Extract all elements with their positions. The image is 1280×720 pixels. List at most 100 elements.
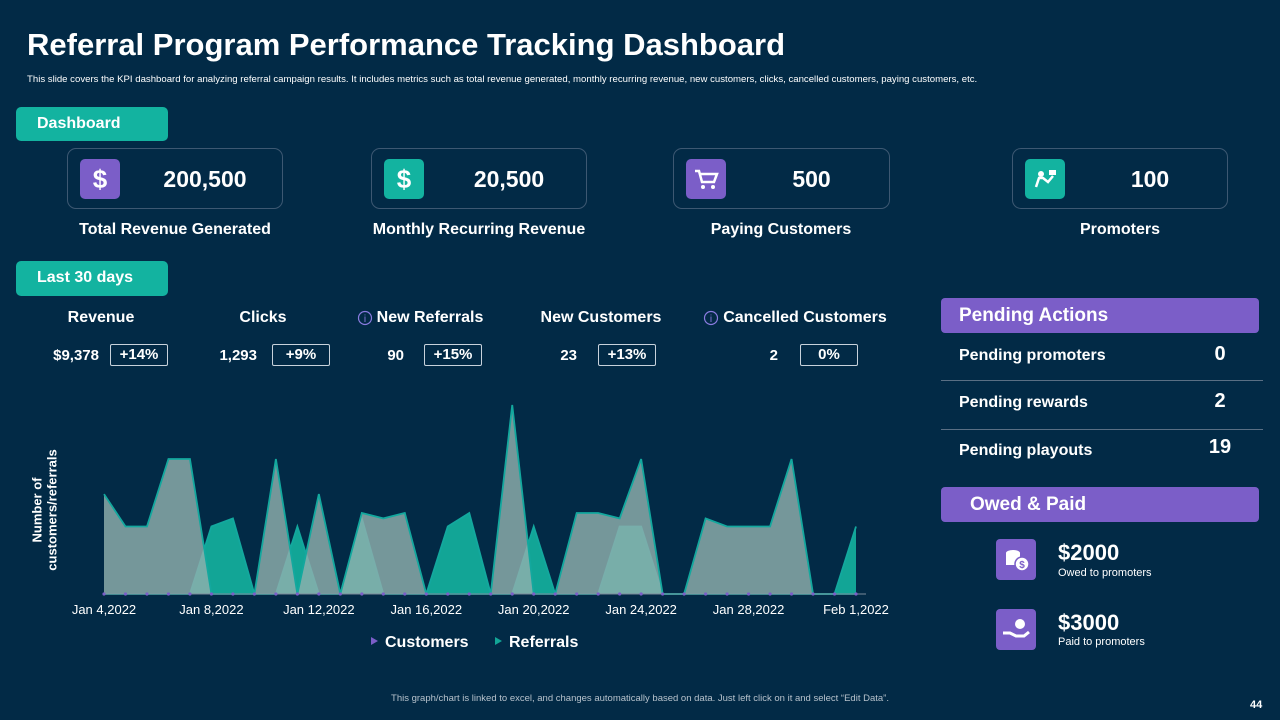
area <box>104 405 856 594</box>
dollar-icon: $ <box>384 159 424 199</box>
metric-value: $9,378 <box>53 347 99 364</box>
point-dot <box>123 592 128 596</box>
point-dot <box>145 592 149 596</box>
kpi-card: 100 <box>1012 148 1228 209</box>
svg-text:i: i <box>710 314 712 325</box>
hand-icon <box>996 609 1036 650</box>
x-tick-label: Feb 1,2022 <box>823 602 889 617</box>
pending-row: Pending promoters 0 <box>941 335 1263 381</box>
info-icon: i <box>703 310 719 326</box>
point-dot <box>639 592 643 596</box>
point-dot <box>188 592 192 596</box>
kpi-value: 20,500 <box>473 166 545 192</box>
point-dot <box>295 592 299 596</box>
pending-value: 2 <box>1214 390 1226 412</box>
point-dot <box>403 592 407 596</box>
point-dot <box>467 592 471 596</box>
pending-row: Pending playouts 19 <box>941 428 1263 474</box>
paid-caption: Paid to promoters <box>1058 636 1145 648</box>
point-dot <box>381 592 385 596</box>
coins-icon: $ <box>996 539 1036 580</box>
cart-icon <box>686 159 726 199</box>
dashboard-pill: Dashboard <box>16 107 168 141</box>
metric-value: 1,293 <box>219 347 257 364</box>
promoter-icon <box>1025 159 1065 199</box>
footer-note: This graph/chart is linked to excel, and… <box>391 693 889 704</box>
point-dot <box>746 592 751 596</box>
point-dot <box>252 592 256 596</box>
legend-label: Customers <box>385 634 469 651</box>
metric-value: 23 <box>560 347 577 364</box>
point-dot <box>166 592 171 596</box>
kpi-value: 100 <box>1130 166 1170 192</box>
point-dot <box>575 592 579 596</box>
period-pill: Last 30 days <box>16 261 168 296</box>
paid-amount: $3000 <box>1058 610 1120 635</box>
legend-label: Referrals <box>509 634 578 651</box>
svg-text:$: $ <box>1019 560 1025 571</box>
metric-value: 2 <box>769 347 778 364</box>
point-dot <box>854 592 858 596</box>
x-tick-label: Jan 4,2022 <box>72 602 136 617</box>
svg-text:i: i <box>364 314 366 325</box>
x-tick-label: Jan 12,2022 <box>283 602 355 617</box>
point-dot <box>661 592 665 596</box>
x-tick-label: Jan 28,2022 <box>713 602 785 617</box>
point-dot <box>489 592 493 596</box>
metric-change: +9% <box>272 344 330 366</box>
kpi-label: Total Revenue Generated <box>79 221 271 238</box>
point-dot <box>209 592 214 596</box>
x-tick-label: Jan 20,2022 <box>498 602 570 617</box>
x-tick-label: Jan 24,2022 <box>605 602 677 617</box>
pending-row: Pending rewards 2 <box>941 382 1263 430</box>
svg-text:$: $ <box>397 164 412 194</box>
point-dot <box>424 592 428 596</box>
pending-label: Pending promoters <box>959 347 1106 364</box>
point-dot <box>553 592 557 596</box>
point-dot <box>768 592 772 596</box>
metric-name: Cancelled Customers <box>723 309 887 326</box>
point-dot <box>231 592 235 596</box>
point-dot <box>532 592 536 596</box>
metric-change: 0% <box>800 344 858 366</box>
point-dot <box>317 592 321 596</box>
point-dot <box>338 592 342 596</box>
owed-caption: Owed to promoters <box>1058 567 1152 579</box>
kpi-label: Paying Customers <box>710 221 852 238</box>
metric-name: New Customers <box>540 309 662 326</box>
point-dot <box>360 592 364 596</box>
x-tick-label: Jan 8,2022 <box>179 602 243 617</box>
title: Referral Program Performance Tracking Da… <box>27 27 786 62</box>
metric-change: +13% <box>598 344 656 366</box>
point-dot <box>682 592 686 596</box>
kpi-card: 500 <box>673 148 890 209</box>
point-dot <box>102 592 106 596</box>
metric-name: Revenue <box>67 309 135 326</box>
metric-value: 90 <box>387 347 404 364</box>
x-tick-label: Jan 16,2022 <box>390 602 462 617</box>
metric-change: +14% <box>110 344 168 366</box>
kpi-label: Monthly Recurring Revenue <box>372 221 586 238</box>
subtitle: This slide covers the KPI dashboard for … <box>27 74 978 85</box>
owed-amount: $2000 <box>1058 540 1120 565</box>
metric-name: New Referrals <box>376 309 484 326</box>
point-dot <box>618 592 622 596</box>
pending-header: Pending Actions <box>941 298 1259 333</box>
metric-name: Clicks <box>239 309 287 326</box>
pending-value: 19 <box>1208 436 1232 458</box>
point-dot <box>704 592 708 596</box>
page-number: 44 <box>1250 699 1263 711</box>
point-dot <box>510 592 514 596</box>
point-dot <box>446 592 450 596</box>
point-dot <box>596 592 600 596</box>
info-icon: i <box>357 310 373 326</box>
point-dot <box>274 592 278 596</box>
pending-label: Pending rewards <box>959 394 1088 411</box>
kpi-value: 500 <box>792 166 831 192</box>
owed-header: Owed & Paid <box>941 487 1259 522</box>
point-dot <box>832 592 837 596</box>
svg-text:$: $ <box>93 164 108 194</box>
dollar-icon: $ <box>80 159 120 199</box>
